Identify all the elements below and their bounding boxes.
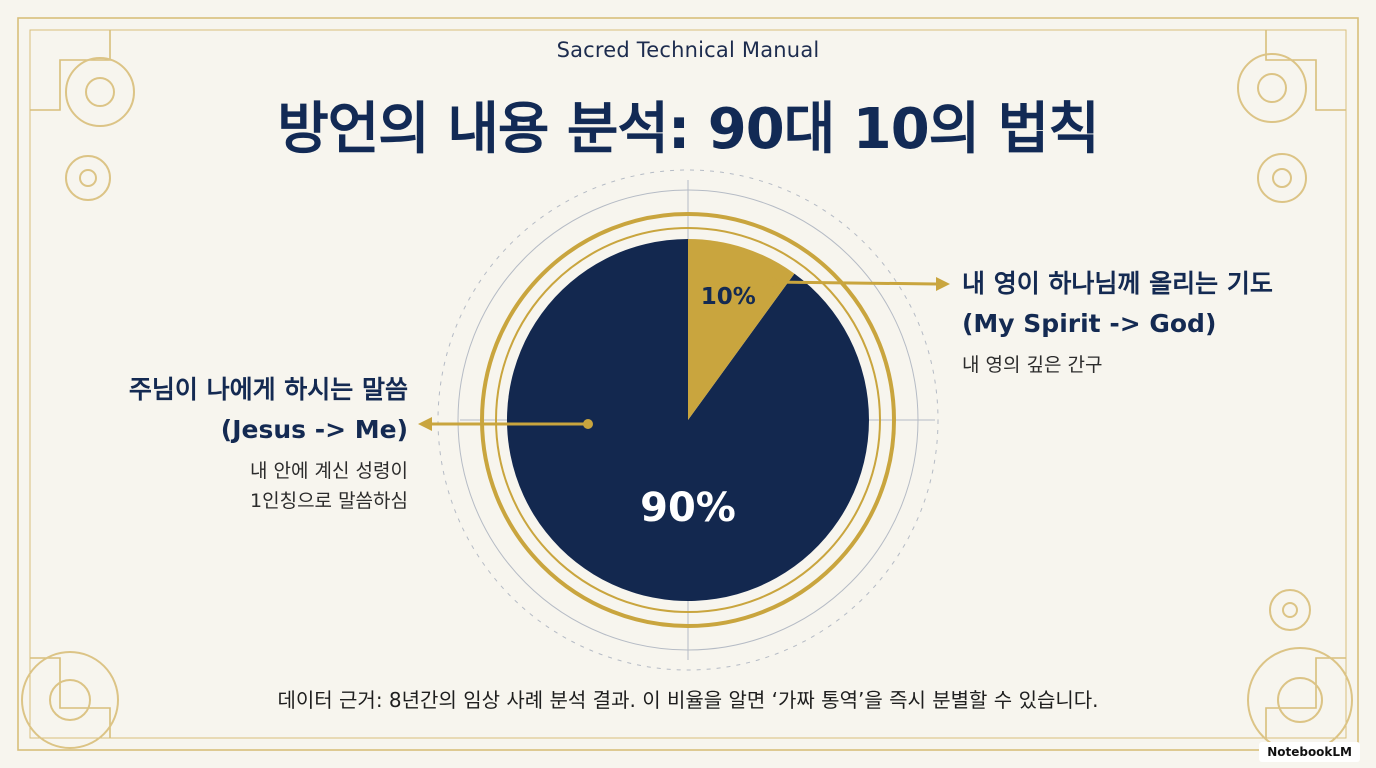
slice-subtitle: (My Spirit -> God) <box>962 309 1217 338</box>
footnote: 데이터 근거: 8년간의 임상 사례 분석 결과. 이 비율을 알면 ‘가짜 통… <box>277 688 1099 712</box>
gear-icon <box>21 53 1353 753</box>
slice-value-label: 10% <box>701 284 756 310</box>
arrow-head-icon <box>418 417 432 431</box>
slice-title: 내 영이 하나님께 올리는 기도 <box>962 269 1273 298</box>
slice-label-large: 주님이 나에게 하시는 말씀 (Jesus -> Me) 내 안에 계신 성령이… <box>40 370 408 516</box>
slice-description-line: 내 안에 계신 성령이 <box>250 460 408 482</box>
arrow-head-icon <box>936 277 950 291</box>
connector-line <box>771 280 937 286</box>
slice-description-line: 내 영의 깊은 간구 <box>962 354 1103 376</box>
slice-label-small: 내 영이 하나님께 올리는 기도 (My Spirit -> God) 내 영의… <box>962 264 1352 380</box>
connector-dot <box>583 419 593 429</box>
page-title: 방언의 내용 분석: 90대 10의 법칙 <box>277 97 1099 162</box>
brand-badge: NotebookLM <box>1259 742 1360 762</box>
gold-inner-ring <box>495 227 881 613</box>
connector-dot <box>767 277 777 287</box>
pie-slice <box>507 239 870 602</box>
gold-outer-ring <box>480 212 896 628</box>
slice-value-label: 90% <box>640 485 736 531</box>
slice-description-line: 1인칭으로 말씀하심 <box>250 490 408 512</box>
slice-subtitle: (Jesus -> Me) <box>220 415 408 444</box>
subtitle: Sacred Technical Manual <box>556 38 820 62</box>
slice-title: 주님이 나에게 하시는 말씀 <box>128 375 408 404</box>
